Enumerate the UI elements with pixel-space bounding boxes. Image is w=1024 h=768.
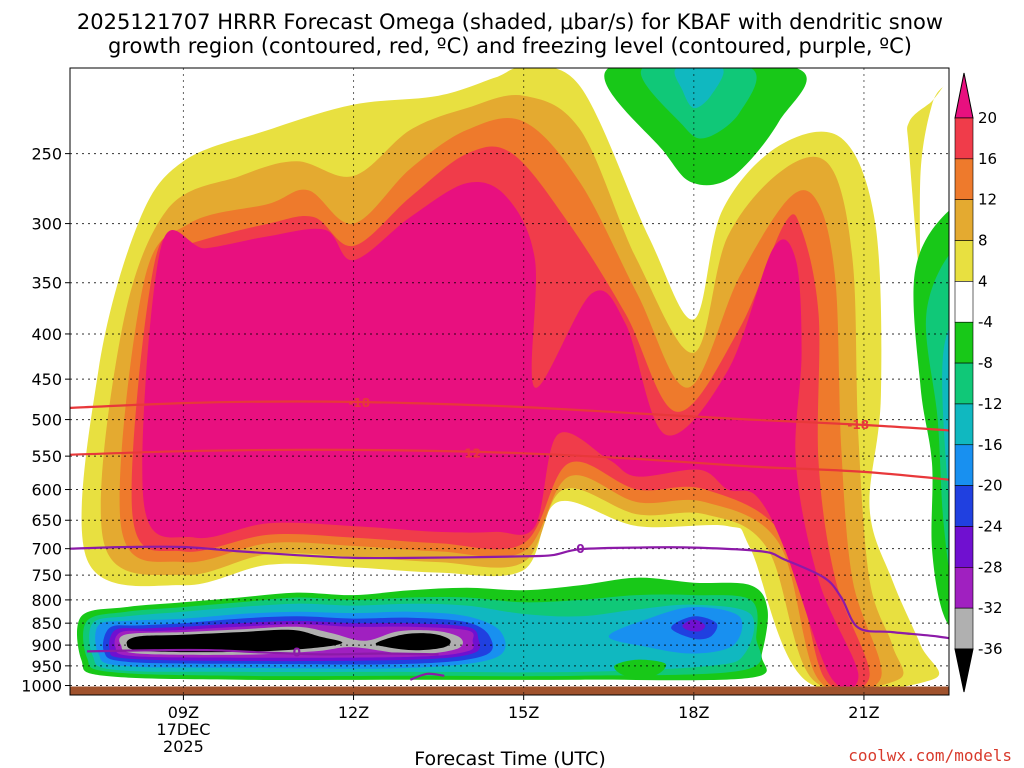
colorbar-swatch [954, 240, 974, 282]
y-tick-label: 550 [31, 447, 62, 466]
colorbar-swatch [954, 567, 974, 609]
dgz-label-c: 12 [464, 446, 481, 460]
y-tick-label: 650 [31, 511, 62, 530]
omega-region-33 [682, 619, 706, 632]
colorbar-label: -32 [978, 599, 1003, 617]
colorbar-label: 20 [978, 109, 997, 127]
omega-region-6 [1011, 65, 1024, 137]
omega-region-15 [942, 327, 949, 503]
colorbar-label: -16 [978, 436, 1003, 454]
colorbar-swatch [954, 444, 974, 486]
colorbar-swatch [954, 485, 974, 527]
omega-region-14 [925, 255, 949, 570]
colorbar-top-arrow [954, 72, 974, 119]
x-tick-label: 12Z [338, 703, 369, 722]
x-tick-label: 21Z [848, 703, 879, 722]
y-tick-label: 600 [31, 481, 62, 500]
colorbar-swatch [954, 526, 974, 568]
dgz-contour-0 [70, 400, 949, 432]
chart-title-line1: 2025121707 HRRR Forecast Omega (shaded, … [77, 10, 943, 34]
y-tick-label: 1000 [21, 677, 62, 696]
ground-layer [70, 686, 949, 695]
colorbar-swatch [954, 607, 974, 650]
x-tick-label: 18Z [678, 703, 709, 722]
colorbar-label: -36 [978, 640, 1003, 658]
dgz-label-b: -18 [847, 418, 869, 432]
colorbar: 20 16 12 8 4 -4 -8 -12 -16 -20 -24 -28 -32 -36 [954, 72, 1003, 693]
ground-strip [70, 686, 949, 695]
temperature-contours: -18 -18 12 0 0 [70, 396, 949, 681]
y-tick-label: 750 [31, 566, 62, 585]
y-tick-label: 900 [31, 636, 62, 655]
omega-region-36 [126, 629, 343, 653]
x-tick-label: 15Z [508, 703, 539, 722]
colorbar-label: -8 [978, 354, 993, 372]
colorbar-label: 16 [978, 150, 997, 168]
colorbar-swatch [954, 281, 974, 323]
grid-lines [70, 68, 949, 695]
colorbar-label: -12 [978, 395, 1003, 413]
dgz-label-a: -18 [348, 396, 370, 410]
y-tick-label: 250 [31, 145, 62, 164]
y-tick-label: 950 [31, 657, 62, 676]
colorbar-swatch [954, 321, 974, 364]
x-tick-label: 17DEC [156, 720, 210, 739]
colorbar-label: -28 [978, 558, 1003, 576]
colorbar-label: -24 [978, 517, 1003, 535]
y-tick-label: 300 [31, 215, 62, 234]
colorbar-swatch [954, 158, 974, 200]
omega-region-37 [375, 633, 451, 651]
colorbar-swatch [954, 362, 974, 405]
y-tick-label: 800 [31, 591, 62, 610]
y-tick-label: 850 [31, 614, 62, 633]
omega-region-5 [907, 86, 944, 310]
colorbar-label: 4 [978, 272, 988, 290]
omega-region-12 [674, 68, 724, 109]
x-axis-title: Forecast Time (UTC) [414, 748, 605, 768]
colorbar-swatch [954, 117, 974, 160]
y-tick-label: 450 [31, 370, 62, 389]
freezing-contour-0 [70, 545, 949, 640]
omega-region-38 [614, 659, 667, 678]
x-tick-label: 09Z [168, 703, 199, 722]
y-tick-label: 350 [31, 274, 62, 293]
colorbar-label: -4 [978, 313, 993, 331]
y-tick-label: 400 [31, 325, 62, 344]
colorbar-swatch [954, 403, 974, 446]
x-tick-label: 2025 [163, 737, 204, 756]
omega-region-7 [1005, 541, 1024, 679]
chart-title-line2: growth region (contoured, red, ºC) and f… [108, 34, 912, 58]
freezing-contour-3 [409, 672, 445, 681]
y-tick-label: 500 [31, 411, 62, 430]
freezing-contour-1 [86, 648, 439, 656]
colorbar-swatch [954, 199, 974, 241]
y-tick-label: 700 [31, 540, 62, 559]
credit-text: coolwx.com/models [848, 746, 1012, 765]
dgz-contour-1 [70, 448, 949, 481]
colorbar-bottom-arrow [954, 648, 974, 693]
omega-region-4 [142, 182, 859, 689]
colorbar-label: 12 [978, 191, 997, 209]
freezing-label-b: 0 [293, 646, 301, 660]
y-axis: 250 300 350 400 450 500 550 600 650 700 750 800 850 9… [21, 145, 70, 696]
plot-frame [69, 67, 950, 696]
colorbar-label: 8 [978, 232, 988, 250]
colorbar-label: -20 [978, 477, 1003, 495]
freezing-label-a: 0 [576, 542, 584, 556]
